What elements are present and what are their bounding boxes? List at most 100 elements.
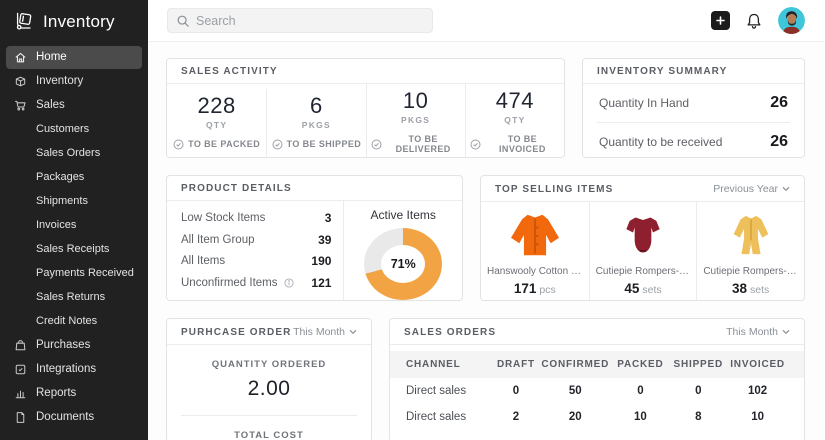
add-button[interactable] [711,11,730,30]
period-dropdown[interactable]: This Month [726,326,790,338]
column-header: DRAFT [497,359,535,370]
packed-cell: 10 [634,411,647,423]
stat-value: 10 [402,88,429,113]
chevron-down-icon [782,329,790,335]
sidebar-item-purchases[interactable]: Purchases [6,334,142,357]
total-cost-label: TOTAL COST [234,430,304,440]
sidebar-item-payments-received[interactable]: Payments Received [6,262,142,285]
chevron-down-icon [349,329,357,335]
product-qty: 171 pcs [513,280,556,296]
topbar [148,0,825,42]
app-title: Inventory [43,12,115,31]
stat-to-be-delivered: 10 PKGS TO BE DELIVERED [365,84,465,157]
sidebar-item-shipments[interactable]: Shipments [6,190,142,213]
sidebar-item-label: Home [36,51,67,63]
sidebar-item-home[interactable]: Home [6,46,142,69]
sidebar-item-documents[interactable]: Documents [6,406,142,429]
sidebar-item-integrations[interactable]: Integrations [6,358,142,381]
info-icon[interactable] [283,278,294,288]
stat-unit: PKGS [400,115,431,125]
sidebar-item-customers[interactable]: Customers [6,118,142,141]
product-qty: 45 sets [624,280,662,296]
period-dropdown[interactable]: This Month [293,326,357,338]
column-header: SHIPPED [673,359,724,370]
quantity-to-be-received-row: Quantity to be received 26 [597,122,790,157]
sidebar-item-sales-returns[interactable]: Sales Returns [6,286,142,309]
onesie-product-image [725,207,777,259]
sales-activity-stats: 228 QTY TO BE PACKED 6 PKGS TO BE SHIPPE… [167,84,564,158]
purchase-order-card: PURHCASE ORDER This Month QUANTITY ORDER… [166,318,372,440]
row-value: 3 [324,210,332,225]
bar-chart-icon [14,387,27,400]
column-header: CHANNEL [406,359,461,370]
sidebar-item-label: Integrations [36,363,97,375]
sidebar-item-sales-orders[interactable]: Sales Orders [6,142,142,165]
row-value: 39 [318,232,332,247]
sidebar-item-sales[interactable]: Sales [6,94,142,117]
product-unit: pcs [539,283,556,296]
search-bar[interactable] [167,8,433,33]
card-title: PURHCASE ORDER [181,326,292,338]
confirmed-cell: 20 [568,411,582,423]
row-value: 26 [770,133,788,150]
topbar-actions [711,7,805,34]
quantity-ordered-value: 2.00 [247,377,291,400]
product-name: Cutiepie Rompers-spo... [595,265,691,277]
check-circle-icon [173,139,184,150]
unconfirmed-items-row[interactable]: Unconfirmed Items 121 [181,276,331,290]
sales-orders-table: CHANNEL DRAFT CONFIRMED PACKED SHIPPED I… [390,345,804,440]
notifications-button[interactable] [745,12,763,30]
stat-to-be-packed: 228 QTY TO BE PACKED [167,89,266,158]
low-stock-items-row[interactable]: Low Stock Items 3 [181,211,331,225]
stat-to-be-shipped: 6 PKGS TO BE SHIPPED [266,88,365,157]
sidebar-item-label: Sales Receipts [36,243,110,255]
sidebar-item-label: Credit Notes [36,315,98,327]
sidebar-item-label: Documents [36,411,95,423]
divider [181,415,357,416]
period-value: This Month [293,326,345,338]
user-avatar[interactable] [778,7,805,34]
box-icon [14,75,27,88]
avatar-image [778,7,805,34]
confirmed-cell: 50 [568,385,582,397]
sidebar-item-label: Sales [36,99,65,111]
all-item-group-row[interactable]: All Item Group 39 [181,233,331,247]
search-icon [176,14,190,28]
sidebar-item-credit-notes[interactable]: Credit Notes [6,310,142,333]
sidebar-item-packages[interactable]: Packages [6,166,142,189]
row-value: 26 [770,94,788,111]
column-header: INVOICED [730,359,785,370]
cardigan-product-image [507,207,563,259]
stat-value: 6 [310,92,323,118]
row-label: All Items [181,255,226,268]
sidebar-item-label: Packages [36,171,85,183]
top-selling-items-card: TOP SELLING ITEMS Previous Year [480,175,805,301]
check-circle-icon [470,139,481,150]
sidebar-item-label: Reports [36,387,77,399]
draft-cell: 2 [512,411,520,423]
all-items-row[interactable]: All Items 190 [181,254,331,268]
sidebar-item-inventory[interactable]: Inventory [6,70,142,93]
row-label: Unconfirmed Items [181,277,278,290]
sidebar-item-sales-receipts[interactable]: Sales Receipts [6,238,142,261]
donut-title: Active Items [370,208,436,222]
sidebar-item-label: Purchases [36,339,91,351]
bag-icon [14,339,27,352]
shipped-cell: 8 [695,411,702,423]
plus-icon [716,16,725,25]
column-header: CONFIRMED [541,359,610,370]
sidebar-item-reports[interactable]: Reports [6,382,142,405]
period-value: Previous Year [713,183,778,195]
sidebar-item-invoices[interactable]: Invoices [6,214,142,237]
chevron-down-icon [782,186,790,192]
search-input[interactable] [196,13,424,28]
period-dropdown[interactable]: Previous Year [713,183,790,195]
dashboard-content: SALES ACTIVITY 228 QTY TO BE PACKED 6 PK… [148,42,825,440]
sales-orders-card: SALES ORDERS This Month CHANNEL DRAFT CO… [389,318,805,440]
sales-activity-card: SALES ACTIVITY 228 QTY TO BE PACKED 6 PK… [166,58,565,158]
invoiced-cell: 102 [748,385,768,397]
sidebar-item-label: Sales Returns [36,291,106,303]
